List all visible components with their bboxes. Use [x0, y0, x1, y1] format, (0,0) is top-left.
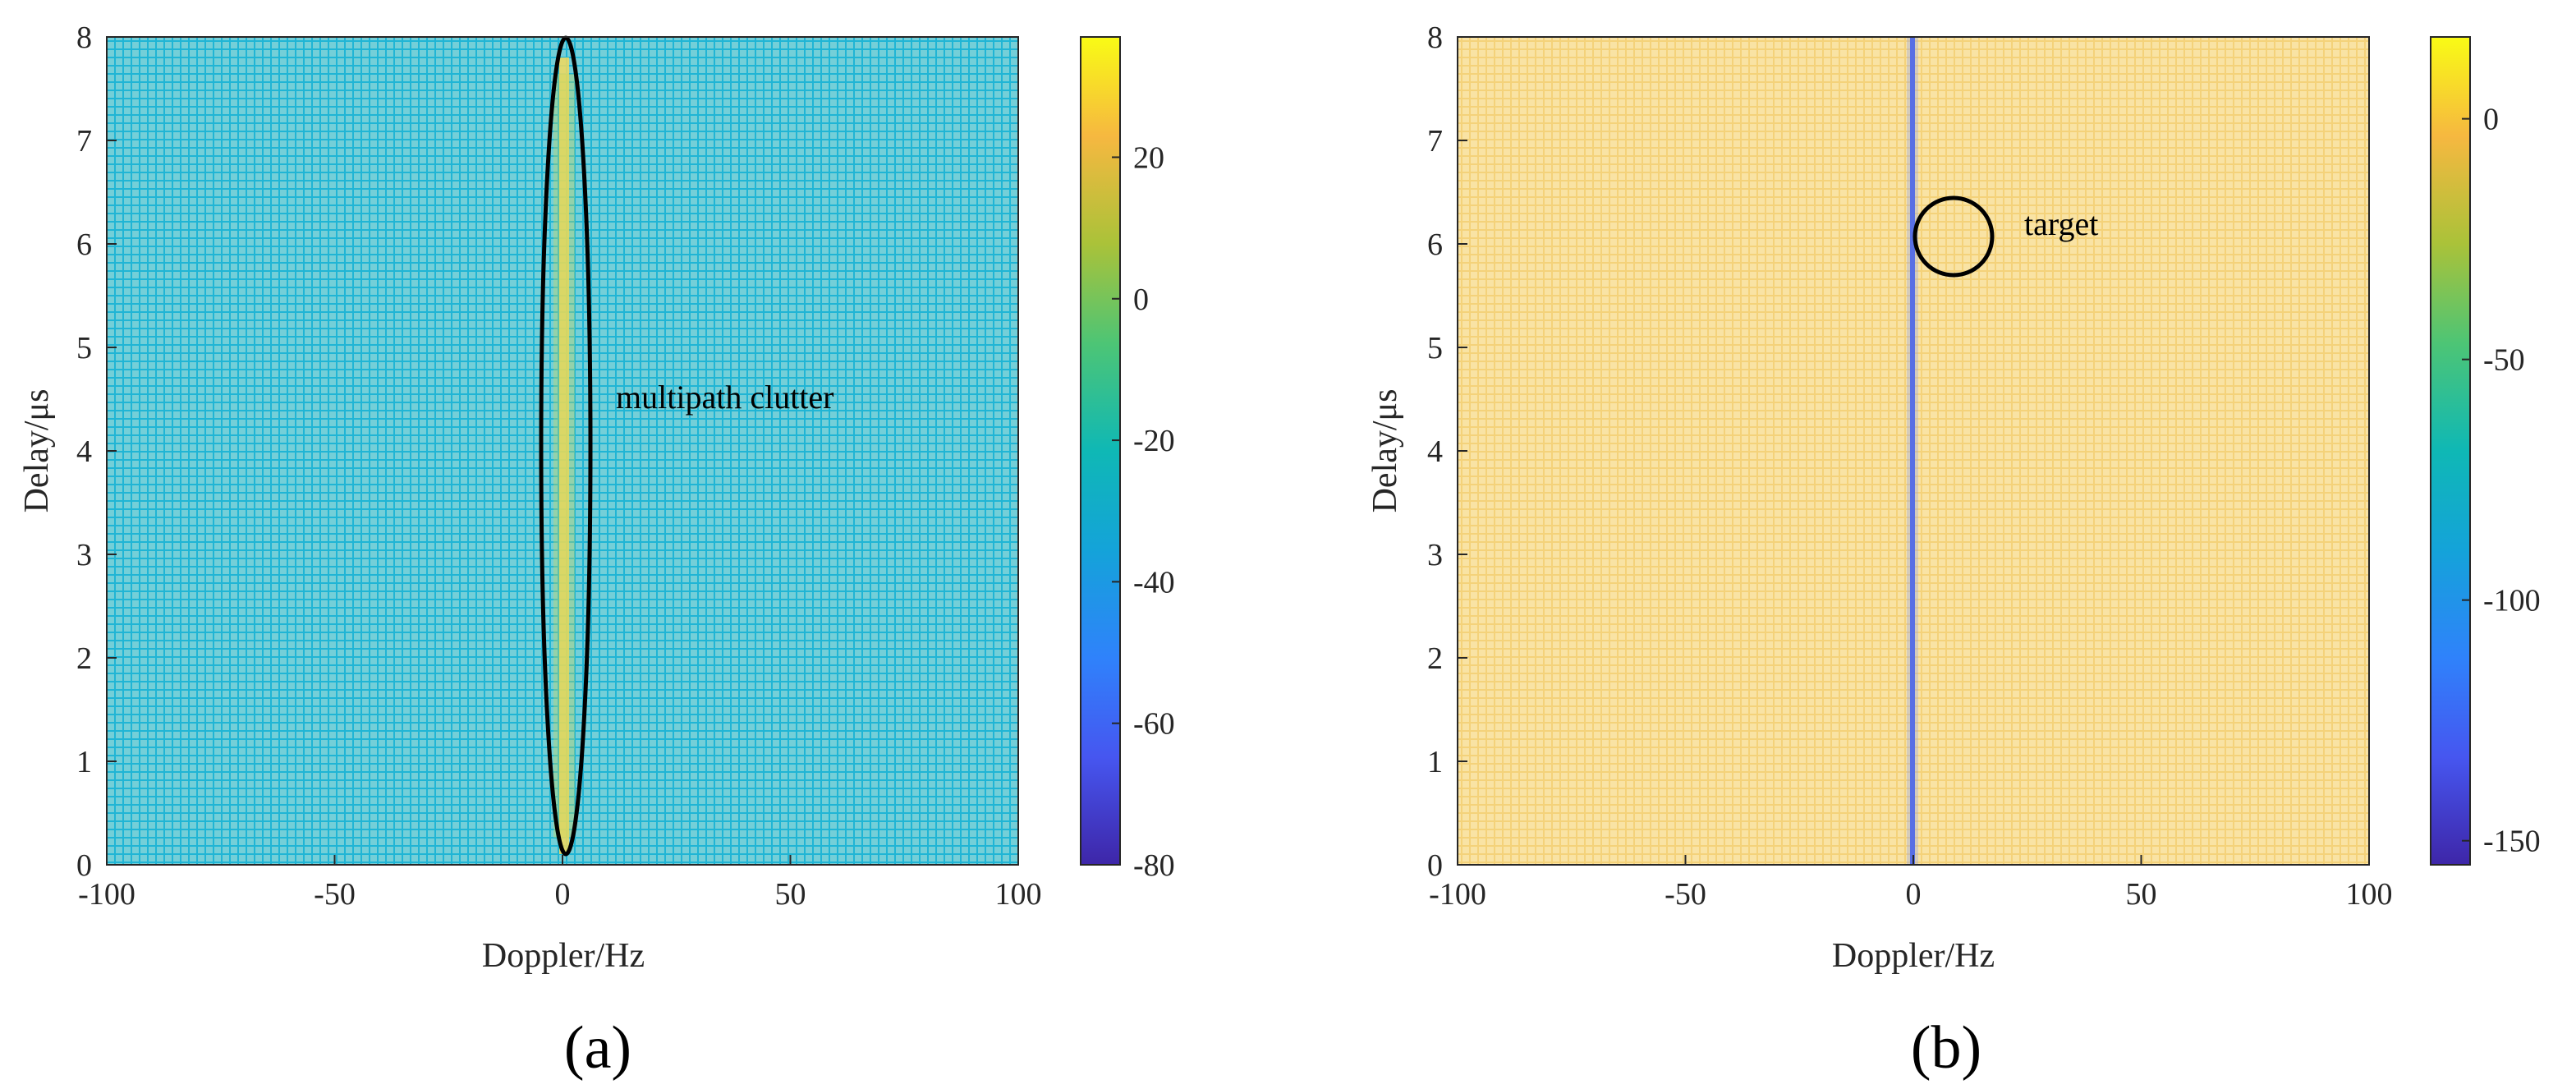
clutter-annotation: multipath clutter — [616, 379, 834, 416]
target-annotation: target — [2024, 205, 2098, 242]
colorbar-tick-label: -80 — [1133, 848, 1175, 883]
panel-label-a: (a) — [564, 1014, 631, 1082]
x-tick-label: -50 — [314, 877, 356, 912]
x-tick-label: -50 — [1665, 877, 1706, 912]
y-tick-label: 6 — [76, 227, 92, 262]
axes-b: -100 -50 0 50 100 0 1 2 3 4 5 6 7 8 — [1427, 21, 2393, 912]
panel-b: target -100 -50 0 50 100 0 1 2 3 4 5 6 7 8 Doppler/Hz… — [1366, 21, 2541, 1082]
y-axis-label-b: Delay/μs — [1366, 389, 1404, 513]
notch-line — [1910, 37, 1915, 865]
x-tick-label: 50 — [775, 877, 806, 912]
clutter-ridge-glow — [553, 74, 575, 838]
y-tick-label: 4 — [1427, 434, 1443, 469]
x-axis-label-b: Doppler/Hz — [1832, 937, 1995, 975]
y-axis-label-a: Delay/μs — [18, 389, 56, 513]
y-tick-label: 8 — [1427, 21, 1443, 55]
y-tick-label: 2 — [76, 641, 92, 676]
y-tick-label: 5 — [76, 331, 92, 365]
colorbar-tick-label: -40 — [1133, 565, 1175, 600]
clutter-ridge — [559, 57, 569, 854]
colorbar-tick-label: -150 — [2483, 825, 2541, 859]
colorbar-ticks-b: -150 -100 -50 0 — [2462, 103, 2541, 859]
target-circle — [1912, 195, 1995, 278]
x-tick-label: 0 — [555, 877, 571, 912]
axes-a: -100 -50 0 50 100 0 1 2 3 4 5 6 7 8 — [76, 21, 1042, 912]
y-tick-label: 3 — [76, 538, 92, 572]
colorbar-tick-label: -50 — [2483, 343, 2525, 378]
x-tick-label: 100 — [2346, 877, 2393, 912]
x-tick-label: -100 — [78, 877, 135, 912]
y-tick-label: 3 — [1427, 538, 1443, 572]
y-tick-label: 5 — [1427, 331, 1443, 365]
y-tick-label: 0 — [76, 848, 92, 883]
y-tick-label: 1 — [76, 745, 92, 779]
x-tick-label: 50 — [2126, 877, 2157, 912]
colorbar-tick-label: -100 — [2483, 584, 2541, 618]
colorbar-tick-label: -60 — [1133, 707, 1175, 742]
y-tick-label: 7 — [76, 124, 92, 159]
y-tick-label: 8 — [76, 21, 92, 55]
colorbar-tick-label: 0 — [2483, 103, 2499, 137]
colorbar-tick-label: 20 — [1133, 140, 1164, 175]
colorbar-tick-label: 0 — [1133, 283, 1149, 317]
y-tick-label: 0 — [1427, 848, 1443, 883]
y-tick-label: 4 — [76, 434, 92, 469]
x-tick-label: -100 — [1429, 877, 1486, 912]
x-tick-label: 0 — [1906, 877, 1922, 912]
panel-a: multipath clutter -100 -50 0 50 100 0 1 2 3 4 5 6 7 8… — [18, 21, 1175, 1082]
colorbar-b — [2430, 36, 2471, 866]
colorbar-a — [1080, 36, 1121, 866]
notch-line-halo — [1907, 37, 1918, 865]
y-tick-label: 6 — [1427, 227, 1443, 262]
panel-label-b: (b) — [1911, 1014, 1981, 1082]
x-axis-label-a: Doppler/Hz — [482, 937, 645, 975]
y-tick-label: 1 — [1427, 745, 1443, 779]
y-tick-label: 7 — [1427, 124, 1443, 159]
y-tick-label: 2 — [1427, 641, 1443, 676]
x-tick-label: 100 — [995, 877, 1042, 912]
colorbar-ticks-a: -80 -60 -40 -20 0 20 — [1112, 140, 1175, 883]
colorbar-tick-label: -20 — [1133, 424, 1175, 458]
